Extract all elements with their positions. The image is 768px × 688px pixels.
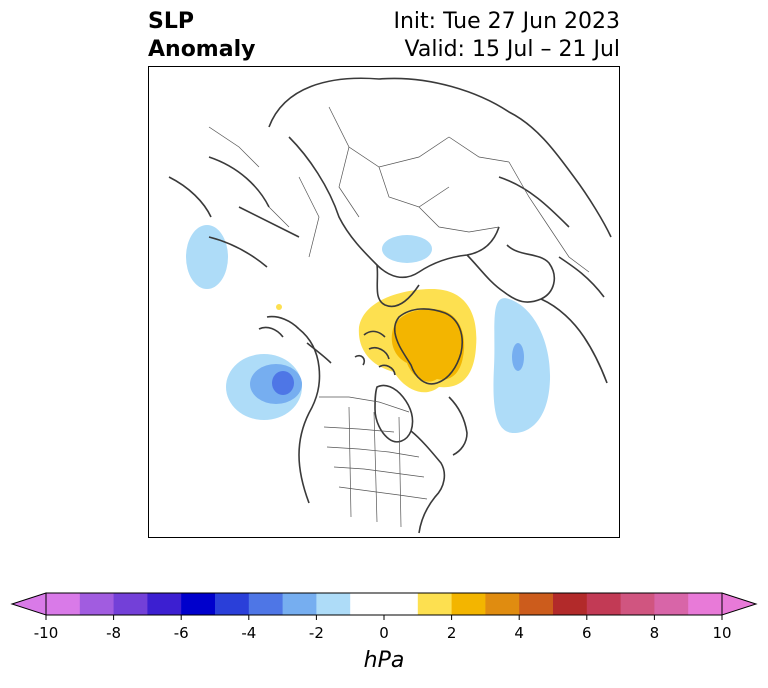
map-subtitle: Init: Tue 27 Jun 2023 Valid: 15 Jul – 21… — [394, 8, 621, 64]
colorbar-tick-label: 8 — [650, 624, 660, 642]
colorbar-tick-label: 4 — [514, 624, 524, 642]
colorbar-segment — [417, 593, 453, 615]
valid-range: Valid: 15 Jul – 21 Jul — [404, 37, 620, 62]
colorbar-right-extension — [721, 592, 758, 616]
colorbar-left-extension — [10, 592, 47, 616]
anomaly-contour-neg-pacific — [186, 225, 228, 289]
colorbar-unit-label: hPa — [364, 648, 405, 673]
colorbar-segment — [586, 593, 622, 615]
anomaly-contour-neg-atlantic — [493, 298, 551, 433]
title-quantity: Anomaly — [148, 37, 256, 62]
colorbar-tick-label: -2 — [309, 624, 324, 642]
colorbar-segment — [113, 593, 148, 615]
colorbar-segment — [654, 593, 689, 615]
colorbar-tick-label: -10 — [34, 624, 59, 642]
colorbar-segment — [46, 593, 81, 615]
coastlines — [168, 77, 612, 534]
colorbar-segment — [248, 593, 284, 615]
map-title: SLP Anomaly — [148, 8, 255, 64]
colorbar-segment — [282, 593, 317, 615]
colorbar-tick-label: -6 — [174, 624, 189, 642]
colorbar-tick-label: 10 — [712, 624, 731, 642]
political-borders — [208, 106, 590, 528]
colorbar-segment — [519, 593, 554, 615]
anomaly-contour-neg-barents — [382, 235, 432, 263]
title-variable: SLP — [148, 9, 194, 34]
colorbar: -10 -8 -6 -4 -2 0 2 4 6 8 10 hPa — [0, 580, 768, 684]
colorbar-segments — [46, 593, 723, 615]
colorbar-segment — [451, 593, 486, 615]
colorbar-segment — [316, 593, 351, 615]
init-date: Init: Tue 27 Jun 2023 — [393, 9, 621, 34]
colorbar-segment — [620, 593, 655, 615]
colorbar-svg: -10 -8 -6 -4 -2 0 2 4 6 8 10 hPa — [10, 592, 758, 673]
colorbar-segment — [553, 593, 588, 615]
map-panel — [148, 66, 620, 538]
colorbar-ticks: -10 -8 -6 -4 -2 0 2 4 6 8 10 — [34, 615, 732, 642]
colorbar-tick-label: 2 — [447, 624, 457, 642]
polar-map — [168, 77, 612, 534]
anomaly-contour-neg-alaska — [226, 354, 302, 420]
colorbar-segment — [215, 593, 250, 615]
colorbar-segment — [384, 593, 419, 615]
colorbar-segment — [79, 593, 115, 615]
colorbar-tick-label: 0 — [379, 624, 389, 642]
colorbar-segment — [485, 593, 520, 615]
colorbar-segment — [181, 593, 216, 615]
colorbar-tick-label: -4 — [241, 624, 256, 642]
colorbar-tick-label: -8 — [106, 624, 121, 642]
colorbar-segment — [688, 593, 723, 615]
colorbar-tick-label: 6 — [582, 624, 592, 642]
colorbar-segment — [147, 593, 182, 615]
anomaly-contour-pos-small — [276, 304, 282, 310]
colorbar-segment — [350, 593, 385, 615]
